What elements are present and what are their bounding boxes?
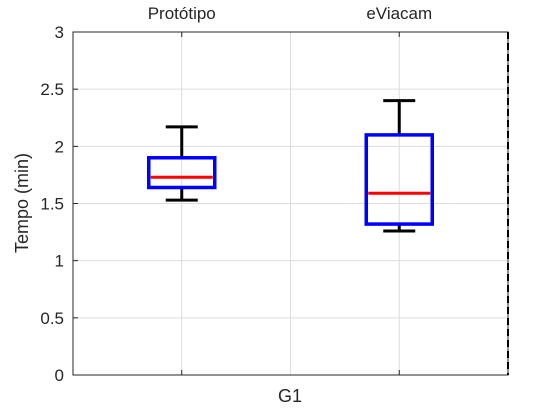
x-axis-group-label: G1 — [278, 386, 302, 406]
category-label: Protótipo — [148, 4, 216, 23]
y-axis-label: Tempo (min) — [12, 153, 32, 253]
grid-lines — [73, 32, 508, 375]
box-iqr — [364, 133, 434, 226]
y-tick-label: 3 — [55, 23, 64, 42]
box-iqr — [147, 156, 217, 190]
box-group — [147, 125, 217, 202]
boxes — [147, 99, 434, 233]
y-tick-label: 0.5 — [40, 309, 64, 328]
y-tick-label: 1 — [55, 252, 64, 271]
y-tick-label: 2.5 — [40, 80, 64, 99]
category-label: eViacam — [366, 4, 432, 23]
y-tick-label: 1.5 — [40, 195, 64, 214]
box-group — [364, 99, 434, 233]
y-tick-label: 2 — [55, 137, 64, 156]
axis-ticks: 0 0.5 1 1.5 2 2.5 3 Protótipo eViacam — [40, 4, 432, 385]
y-tick-label: 0 — [55, 366, 64, 385]
